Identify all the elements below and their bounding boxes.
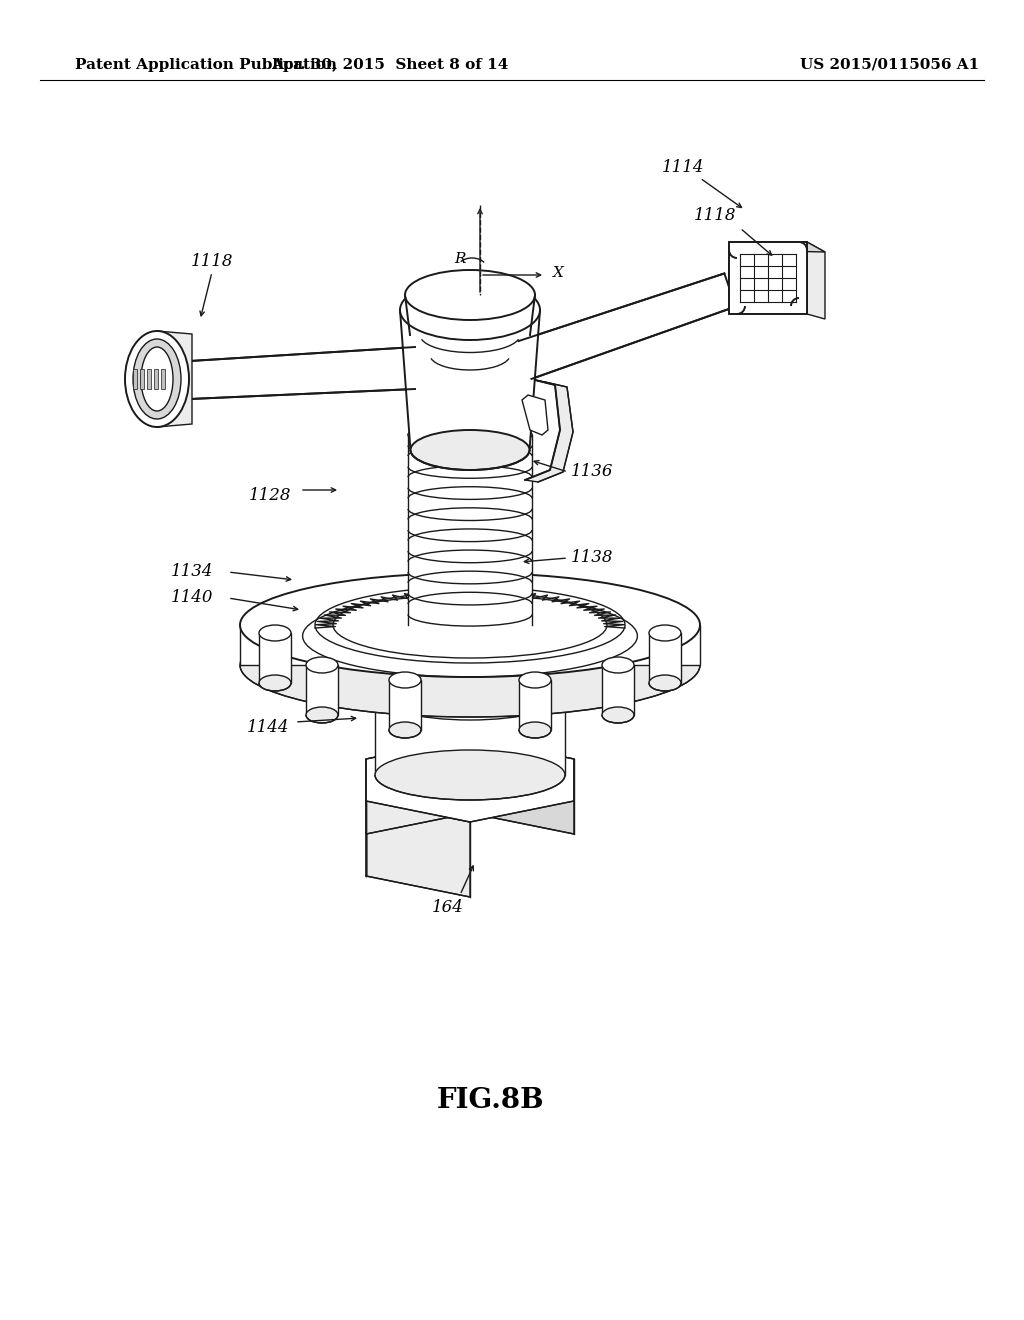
- Text: Patent Application Publication: Patent Application Publication: [75, 58, 337, 73]
- Polygon shape: [602, 665, 634, 715]
- Ellipse shape: [602, 657, 634, 673]
- Text: 1138: 1138: [570, 549, 613, 566]
- Ellipse shape: [408, 424, 532, 446]
- Ellipse shape: [519, 722, 551, 738]
- Polygon shape: [649, 634, 681, 682]
- Ellipse shape: [240, 573, 700, 677]
- Ellipse shape: [133, 339, 181, 418]
- Polygon shape: [400, 310, 540, 450]
- Text: 1118: 1118: [190, 253, 233, 271]
- Polygon shape: [389, 680, 421, 730]
- Polygon shape: [133, 370, 137, 389]
- Ellipse shape: [389, 672, 421, 688]
- Ellipse shape: [259, 675, 291, 690]
- Polygon shape: [729, 242, 807, 314]
- Polygon shape: [518, 273, 735, 379]
- Ellipse shape: [375, 671, 565, 719]
- Text: 1118: 1118: [693, 206, 736, 223]
- Polygon shape: [161, 370, 165, 389]
- Ellipse shape: [649, 675, 681, 690]
- Polygon shape: [259, 634, 291, 682]
- Text: 1128: 1128: [249, 487, 291, 503]
- Polygon shape: [729, 242, 825, 252]
- Polygon shape: [140, 370, 144, 389]
- Ellipse shape: [259, 624, 291, 642]
- Polygon shape: [522, 395, 548, 436]
- Polygon shape: [154, 370, 158, 389]
- Polygon shape: [375, 696, 565, 775]
- Polygon shape: [408, 436, 532, 624]
- Ellipse shape: [411, 430, 529, 470]
- Polygon shape: [147, 370, 151, 389]
- Ellipse shape: [389, 722, 421, 738]
- Text: 1144: 1144: [247, 719, 289, 737]
- Text: R: R: [455, 252, 466, 267]
- Text: 1136: 1136: [570, 463, 613, 480]
- Polygon shape: [366, 738, 573, 822]
- Ellipse shape: [306, 657, 338, 673]
- Polygon shape: [366, 738, 470, 834]
- Text: 1140: 1140: [171, 590, 213, 606]
- Text: 164: 164: [432, 899, 464, 916]
- Text: 1114: 1114: [662, 160, 705, 177]
- Ellipse shape: [602, 708, 634, 723]
- Ellipse shape: [141, 347, 173, 411]
- Polygon shape: [470, 738, 573, 834]
- Polygon shape: [240, 624, 700, 665]
- Polygon shape: [366, 801, 470, 898]
- Polygon shape: [525, 380, 573, 482]
- Text: US 2015/0115056 A1: US 2015/0115056 A1: [801, 58, 980, 73]
- Ellipse shape: [333, 591, 607, 657]
- Ellipse shape: [375, 750, 565, 800]
- Ellipse shape: [649, 624, 681, 642]
- Ellipse shape: [519, 672, 551, 688]
- Polygon shape: [519, 680, 551, 730]
- Polygon shape: [306, 665, 338, 715]
- Ellipse shape: [240, 612, 700, 717]
- Text: Apr. 30, 2015  Sheet 8 of 14: Apr. 30, 2015 Sheet 8 of 14: [271, 58, 509, 73]
- Ellipse shape: [306, 708, 338, 723]
- Ellipse shape: [125, 331, 189, 426]
- Polygon shape: [807, 242, 825, 319]
- Polygon shape: [190, 347, 415, 399]
- Polygon shape: [157, 331, 193, 426]
- Ellipse shape: [315, 587, 625, 663]
- Text: X: X: [553, 267, 564, 280]
- Text: 1134: 1134: [171, 564, 213, 581]
- Ellipse shape: [400, 280, 540, 341]
- Text: FIG.8B: FIG.8B: [436, 1086, 544, 1114]
- Ellipse shape: [406, 271, 535, 319]
